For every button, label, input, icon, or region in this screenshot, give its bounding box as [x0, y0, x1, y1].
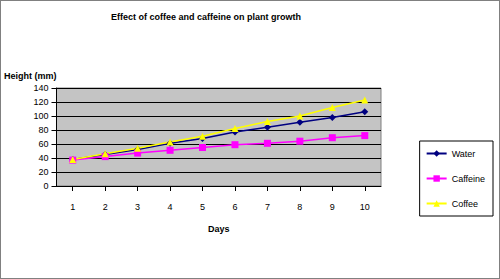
- svg-text:7: 7: [265, 202, 270, 212]
- svg-text:3: 3: [135, 202, 140, 212]
- svg-text:20: 20: [38, 167, 48, 177]
- svg-text:120: 120: [33, 97, 48, 107]
- svg-text:9: 9: [330, 202, 335, 212]
- svg-text:2: 2: [103, 202, 108, 212]
- svg-text:8: 8: [297, 202, 302, 212]
- svg-text:40: 40: [38, 153, 48, 163]
- svg-text:5: 5: [200, 202, 205, 212]
- svg-text:Water: Water: [452, 149, 476, 159]
- svg-text:Effect of coffee and caffeine: Effect of coffee and caffeine on plant g…: [111, 12, 301, 22]
- svg-text:6: 6: [232, 202, 237, 212]
- svg-text:1: 1: [70, 202, 75, 212]
- svg-text:60: 60: [38, 139, 48, 149]
- svg-text:100: 100: [33, 111, 48, 121]
- svg-text:Days: Days: [208, 224, 230, 234]
- svg-text:Caffeine: Caffeine: [452, 174, 485, 184]
- svg-text:4: 4: [168, 202, 173, 212]
- svg-text:10: 10: [360, 202, 370, 212]
- svg-text:80: 80: [38, 125, 48, 135]
- svg-text:0: 0: [43, 181, 48, 191]
- svg-text:Height (mm): Height (mm): [4, 71, 57, 81]
- svg-text:Coffee: Coffee: [452, 199, 478, 209]
- svg-text:140: 140: [33, 83, 48, 93]
